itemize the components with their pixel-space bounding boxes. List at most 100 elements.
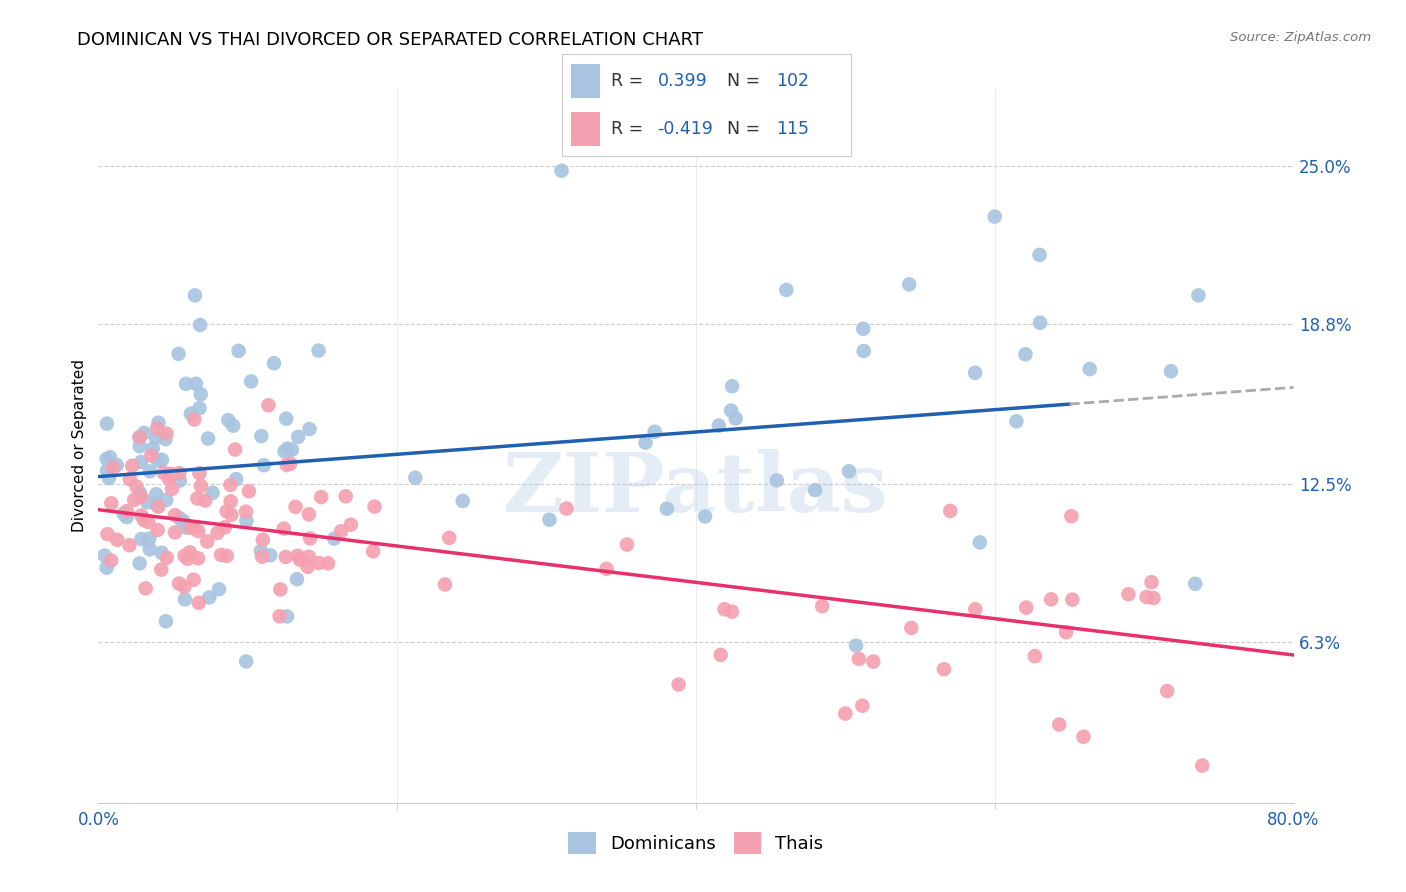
Point	[838, 464, 860, 478]
Point	[136, 495, 159, 509]
Point	[851, 698, 873, 713]
Point	[939, 504, 962, 518]
Point	[167, 347, 190, 361]
Point	[724, 411, 747, 425]
Point	[269, 609, 291, 624]
Point	[115, 504, 138, 518]
Point	[900, 621, 922, 635]
Text: ZIPatlas: ZIPatlas	[503, 449, 889, 529]
Point	[775, 283, 797, 297]
Point	[112, 507, 135, 521]
Point	[169, 511, 191, 525]
Point	[404, 471, 426, 485]
Point	[179, 545, 201, 559]
Text: N =: N =	[727, 120, 765, 138]
Point	[129, 455, 152, 469]
Point	[188, 467, 211, 481]
Point	[225, 472, 247, 486]
Point	[259, 549, 281, 563]
Text: 0.399: 0.399	[658, 71, 707, 90]
Point	[290, 553, 312, 567]
Point	[209, 548, 232, 562]
Point	[128, 557, 150, 571]
Point	[250, 544, 273, 558]
Point	[96, 527, 118, 541]
Point	[439, 531, 461, 545]
Point	[316, 557, 339, 571]
Point	[1005, 414, 1028, 428]
Point	[105, 458, 128, 472]
Point	[308, 343, 330, 358]
Point	[186, 491, 208, 506]
Point	[169, 474, 191, 488]
Point	[595, 562, 617, 576]
Point	[1160, 364, 1182, 378]
Point	[363, 500, 385, 514]
Point	[765, 474, 787, 488]
Point	[308, 556, 330, 570]
Point	[100, 496, 122, 510]
Point	[134, 513, 156, 527]
Point	[287, 430, 309, 444]
Legend: Dominicans, Thais: Dominicans, Thais	[561, 825, 831, 862]
Point	[1140, 575, 1163, 590]
Point	[898, 277, 921, 292]
Point	[655, 501, 678, 516]
Point	[965, 366, 987, 380]
Point	[98, 450, 121, 465]
Point	[169, 467, 191, 481]
Point	[129, 485, 152, 500]
Point	[634, 435, 657, 450]
Point	[190, 387, 212, 401]
Point	[1040, 592, 1063, 607]
Point	[340, 517, 363, 532]
Point	[190, 479, 212, 493]
Point	[174, 592, 197, 607]
Point	[932, 662, 955, 676]
Point	[141, 449, 163, 463]
Point	[330, 524, 353, 539]
Text: R =: R =	[612, 71, 650, 90]
Point	[150, 546, 173, 560]
Point	[187, 524, 209, 538]
Point	[281, 442, 304, 457]
Point	[194, 493, 217, 508]
Point	[1014, 347, 1036, 361]
Point	[969, 535, 991, 549]
Point	[276, 458, 298, 472]
Point	[198, 591, 221, 605]
Point	[257, 398, 280, 412]
Point	[713, 602, 735, 616]
Point	[125, 479, 148, 493]
Point	[335, 489, 357, 503]
Point	[156, 550, 179, 565]
Point	[298, 422, 321, 436]
Point	[118, 472, 141, 486]
Point	[284, 500, 307, 514]
Point	[197, 432, 219, 446]
Point	[145, 431, 167, 445]
Point	[721, 379, 744, 393]
Point	[208, 582, 231, 597]
Point	[1015, 600, 1038, 615]
Point	[250, 429, 273, 443]
Point	[173, 580, 195, 594]
Point	[207, 525, 229, 540]
Point	[176, 521, 198, 535]
Point	[183, 520, 205, 534]
Point	[323, 532, 346, 546]
Point	[668, 677, 690, 691]
Point	[215, 549, 238, 563]
Point	[263, 356, 285, 370]
Point	[965, 602, 987, 616]
Point	[253, 458, 276, 473]
Point	[160, 482, 183, 496]
Point	[146, 421, 169, 435]
Point	[693, 509, 716, 524]
Point	[250, 549, 273, 564]
Point	[148, 416, 170, 430]
Point	[277, 442, 299, 456]
Point	[155, 614, 177, 628]
Point	[276, 411, 298, 425]
Point	[142, 442, 165, 456]
